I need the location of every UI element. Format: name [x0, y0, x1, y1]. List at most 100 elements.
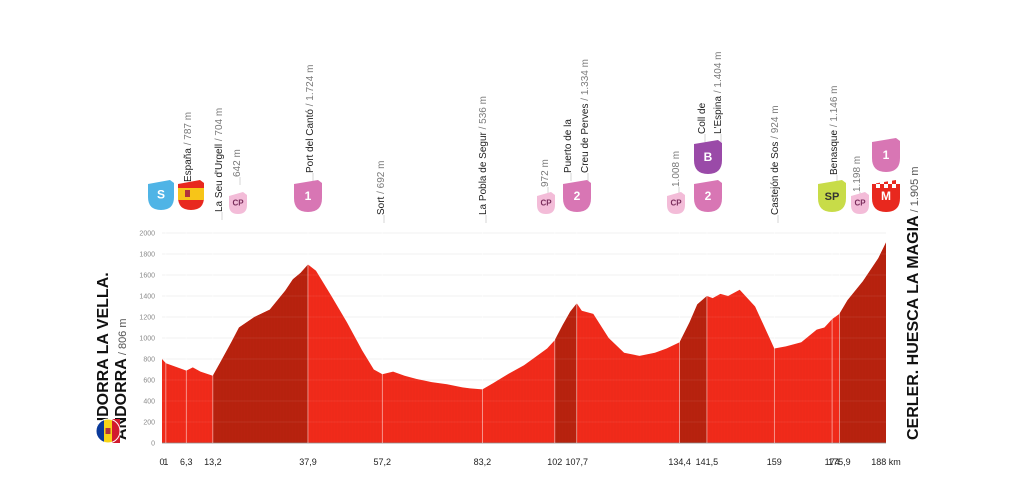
- bonus-badge-label: B: [704, 150, 713, 164]
- cat1-badge-shape: [294, 180, 322, 212]
- checker-square: [884, 184, 888, 188]
- waypoint-name: Sort: [376, 196, 387, 215]
- x-tick-label: 6,3: [180, 457, 193, 467]
- cat2-badge: 2: [694, 180, 722, 212]
- waypoint-label: 1.008 m: [671, 151, 682, 195]
- waypoint-name: L'Espina: [713, 96, 724, 134]
- waypoint-altitude: 642 m: [232, 149, 243, 177]
- x-tick-label: 0: [159, 457, 164, 467]
- waypoint-text: Castejón de Sos / 924 m: [770, 105, 781, 215]
- waypoint-label: Castejón de Sos / 924 m: [770, 105, 781, 223]
- waypoint-label: 972 m: [540, 159, 551, 195]
- cp-badge: CP: [537, 192, 555, 214]
- y-tick-label: 1400: [139, 294, 155, 301]
- waypoint-text: Puerto de la: [563, 119, 574, 173]
- waypoint-name: Castejón de Sos: [770, 142, 781, 215]
- y-tick-label: 2000: [139, 231, 155, 238]
- cp-badge-shape: [851, 192, 869, 214]
- waypoint-text: Sort / 692 m: [376, 161, 387, 215]
- y-tick-label: 1600: [139, 273, 155, 280]
- checker-square: [876, 184, 880, 188]
- waypoint-altitude: / 704 m: [214, 108, 225, 144]
- elevation-profile: [162, 242, 886, 444]
- waypoint-text: Coll de: [697, 102, 708, 134]
- x-tick-label: 13,2: [204, 457, 222, 467]
- climb-segment: [679, 242, 707, 443]
- y-tick-label: 1200: [139, 315, 155, 322]
- y-tick-label: 1800: [139, 252, 155, 259]
- y-tick-label: 600: [143, 378, 155, 385]
- y-tick-label: 0: [151, 441, 155, 448]
- checker-square: [892, 184, 896, 188]
- waypoint-label: Creu de Perves / 1.334 m: [580, 59, 591, 181]
- x-tick-label: 175,9: [828, 457, 851, 467]
- x-tick-label: 107,7: [565, 457, 588, 467]
- cp-badge: CP: [229, 192, 247, 214]
- waypoint-label: Puerto de la: [563, 119, 574, 181]
- checker-square: [888, 180, 892, 184]
- waypoint-text: 972 m: [540, 159, 551, 187]
- waypoint-label: 642 m: [232, 149, 243, 185]
- cat2-badge: 2: [563, 180, 591, 212]
- waypoint-altitude: / 1.404 m: [713, 51, 724, 95]
- waypoint-altitude: 1.198 m: [852, 156, 863, 192]
- waypoint-name: Port del Cantó: [305, 109, 316, 173]
- sprint-badge-label: SP: [825, 191, 840, 203]
- bonus-badge: B: [694, 140, 722, 174]
- climb-segment: [212, 242, 308, 443]
- waypoint-altitude: / 536 m: [478, 96, 489, 132]
- spain-flag-icon: [178, 180, 204, 210]
- waypoint-text: La Seu d'Urgell / 704 m: [214, 108, 225, 212]
- waypoint-label: La Pobla de Segur / 536 m: [478, 96, 489, 223]
- cat2-badge-shape: [694, 180, 722, 212]
- cat2-badge-shape: [563, 180, 591, 212]
- cp-badge-shape: [537, 192, 555, 214]
- waypoint-altitude: / 924 m: [770, 105, 781, 141]
- x-tick-label: 37,9: [299, 457, 317, 467]
- y-tick-label: 1000: [139, 336, 155, 343]
- x-tick-label: 174: [825, 457, 840, 467]
- waypoint-altitude: 1.008 m: [671, 151, 682, 187]
- cat1-badge-label: 1: [305, 189, 312, 203]
- cat1-badge-label: 1: [883, 148, 890, 162]
- start-label: ANDORRA LA VELLA. ANDORRA / 806 m: [95, 272, 130, 440]
- spain-flag-crest: [185, 190, 190, 197]
- waypoint-altitude: / 787 m: [183, 112, 194, 148]
- checker-square: [880, 180, 884, 184]
- waypoint-name: España: [183, 148, 194, 182]
- finish-name: CERLER. HUESCA LA MAGIA / 1.905 m: [905, 166, 922, 440]
- x-tick-label: 83,2: [474, 457, 492, 467]
- waypoint-name: Coll de: [697, 102, 708, 134]
- waypoint-altitude: 972 m: [540, 159, 551, 187]
- waypoint-altitude: / 1.334 m: [580, 59, 591, 103]
- cp-badge-label: CP: [232, 199, 244, 208]
- waypoint-label: Benasque / 1.146 m: [829, 85, 840, 183]
- cat2-badge-label: 2: [705, 189, 712, 203]
- y-tick-label: 200: [143, 420, 155, 427]
- y-tick-label: 800: [143, 357, 155, 364]
- start-badge-label: S: [157, 188, 165, 202]
- waypoint-altitude: / 692 m: [376, 161, 387, 197]
- sprint-badge: SP: [818, 180, 846, 212]
- x-tick-label: 141,5: [696, 457, 719, 467]
- bonus-badge-shape: [694, 140, 722, 174]
- start-badge-shape: [148, 180, 174, 210]
- cp-badge-label: CP: [670, 199, 682, 208]
- cp-badge: CP: [851, 192, 869, 214]
- waypoint-name: La Pobla de Segur: [478, 131, 489, 215]
- finish-label: CERLER. HUESCA LA MAGIA / 1.905 m: [905, 166, 922, 440]
- checker-square: [872, 180, 876, 184]
- x-tick-label: 102: [547, 457, 562, 467]
- waypoint-text: Port del Cantó / 1.724 m: [305, 65, 316, 173]
- finish-badge-label: M: [881, 189, 891, 203]
- waypoint-text: Creu de Perves / 1.334 m: [580, 59, 591, 173]
- cp-badge-shape: [667, 192, 685, 214]
- cat1-badge: 1: [872, 138, 900, 172]
- waypoint-name: La Seu d'Urgell: [214, 144, 225, 212]
- x-axis: 01 6,3 13,2 37,9 57,2 83,2 102 107,7 134,4 141,5 1…: [159, 225, 901, 467]
- waypoint-label: Port del Cantó / 1.724 m: [305, 65, 316, 181]
- waypoint-name: Puerto de la: [563, 119, 574, 173]
- cat1-badge: 1: [294, 180, 322, 212]
- waypoint-text: España / 787 m: [183, 112, 194, 182]
